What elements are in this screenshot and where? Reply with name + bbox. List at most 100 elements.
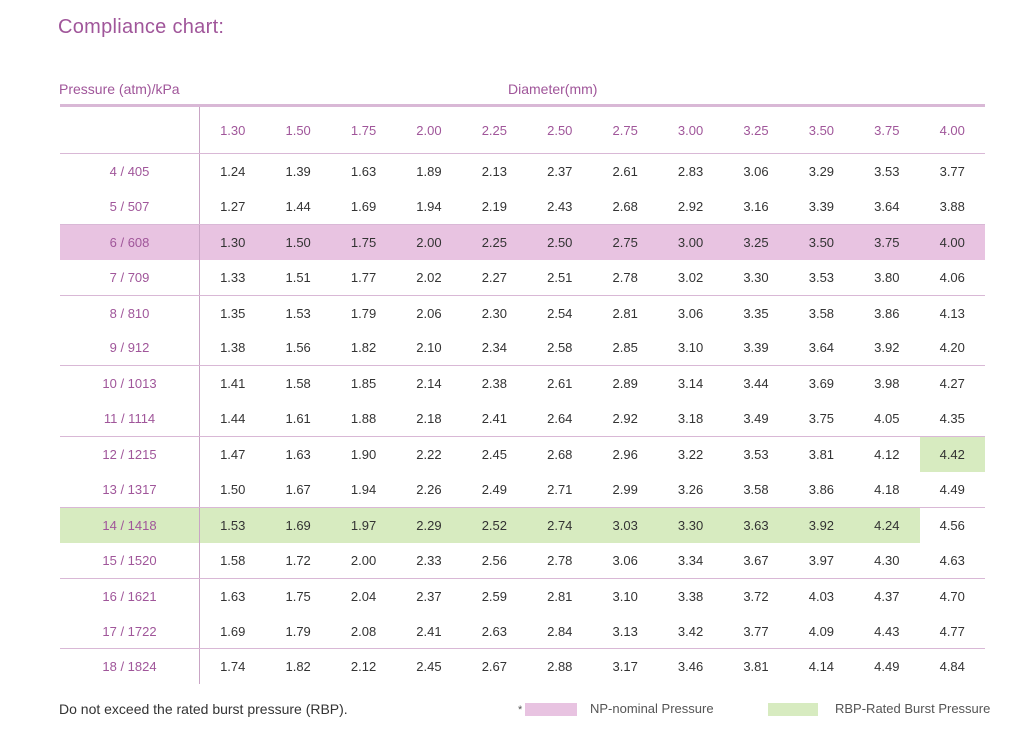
diameter-value-cell: 4.30: [854, 542, 920, 579]
diameter-value-cell: 2.61: [612, 163, 638, 179]
nominal-diameter-header: 4.00: [919, 107, 985, 154]
diameter-value-cell: 2.45: [481, 447, 508, 463]
pressure-cell: 8 / 810: [60, 295, 201, 331]
diameter-value-cell: 3.86: [788, 472, 855, 508]
diameter-value-cell: 4.84: [939, 659, 965, 675]
nominal-diameter-header: 3.75: [854, 107, 920, 154]
diameter-value-cell: 3.17: [612, 659, 638, 675]
nominal-diameter-header: 2.25: [461, 107, 528, 154]
diameter-value-cell: 2.00: [396, 224, 462, 260]
nominal-diameter-header: 3.00: [657, 107, 724, 154]
diameter-value-cell: 2.37: [547, 163, 573, 179]
diameter-value-cell: 2.19: [461, 188, 528, 225]
diameter-value-cell: 3.42: [657, 613, 724, 650]
diameter-value-cell: 1.75: [330, 224, 397, 260]
diameter-value-cell: 4.35: [919, 401, 985, 438]
diameter-value-cell: 3.53: [874, 163, 900, 179]
diameter-value-cell: 1.69: [330, 188, 397, 225]
diameter-value-cell: 3.75: [854, 224, 920, 260]
diameter-value-cell: 3.53: [743, 447, 769, 463]
diameter-value-cell: 1.58: [199, 542, 266, 579]
diameter-value-cell: 1.63: [350, 163, 377, 179]
diameter-value-cell: 3.10: [657, 330, 724, 367]
diameter-value-cell: 1.44: [265, 188, 331, 225]
diameter-value-cell: 2.00: [330, 542, 397, 579]
diameter-value-cell: 2.54: [547, 305, 573, 321]
diameter-value-cell: 2.26: [396, 472, 462, 508]
nominal-diameter-header: 3.25: [723, 107, 789, 154]
diameter-value-cell: 3.14: [677, 376, 704, 392]
diameter-value-cell: 3.92: [854, 330, 920, 367]
diameter-value-cell: 2.99: [592, 472, 658, 508]
diameter-value-cell: 1.85: [350, 376, 377, 392]
pressure-cell: 5 / 507: [60, 188, 201, 225]
table-row: 13 / 1317 1.50 1.67 1.94 2.26 2.49 2.71 2.99 3.2…: [60, 472, 985, 508]
diameter-value-cell: 4.06: [919, 259, 985, 296]
diameter-value-cell: 1.30: [199, 224, 266, 260]
diameter-value-cell: 1.82: [330, 330, 397, 367]
diameter-value-cell: 3.86: [874, 305, 900, 321]
np-legend-swatch: [525, 703, 577, 716]
diameter-value-cell: 3.81: [743, 659, 769, 675]
diameter-value-cell: 3.30: [657, 507, 724, 543]
diameter-value-cell: 2.59: [481, 588, 508, 604]
diameter-value-cell: 2.89: [612, 376, 638, 392]
diameter-value-cell: 1.50: [199, 472, 266, 508]
diameter-value-cell: 2.78: [592, 259, 658, 296]
diameter-value-cell: 3.10: [612, 588, 638, 604]
table-row: 16 / 1621 1.63 1.75 2.04 2.37 2.59 2.81 3.10 3.3…: [60, 578, 985, 614]
header-rule: [60, 104, 985, 107]
diameter-value-cell: 2.13: [481, 163, 508, 179]
diameter-value-cell: 3.58: [808, 305, 835, 321]
diameter-value-cell: 3.64: [788, 330, 855, 367]
pressure-cell: 15 / 1520: [60, 542, 201, 579]
diameter-value-cell: 1.82: [285, 659, 311, 675]
diameter-value-cell: 1.74: [220, 659, 246, 675]
diameter-value-cell: 1.75: [285, 588, 311, 604]
diameter-value-cell: 1.69: [199, 613, 266, 650]
nominal-diameter-header: 1.50: [265, 107, 331, 154]
diameter-value-cell: 3.77: [723, 613, 789, 650]
diameter-value-cell: 3.16: [723, 188, 789, 225]
diameter-value-cell: 2.37: [416, 588, 442, 604]
nominal-diameter-header: 1.75: [330, 107, 397, 154]
diameter-value-cell: 2.56: [461, 542, 528, 579]
diameter-value-cell: 3.53: [788, 259, 855, 296]
pressure-column-header: Pressure (atm)/kPa: [59, 81, 180, 97]
diameter-value-cell: 4.03: [808, 588, 835, 604]
diameter-value-cell: 1.67: [265, 472, 331, 508]
diameter-value-cell: 3.77: [939, 163, 965, 179]
diameter-value-cell: 2.08: [330, 613, 397, 650]
diameter-value-cell: 4.43: [854, 613, 920, 650]
diameter-value-cell: 1.56: [265, 330, 331, 367]
diameter-value-cell: 2.92: [592, 401, 658, 438]
diameter-value-cell: 1.50: [265, 224, 331, 260]
pressure-cell: 4 / 405: [60, 153, 201, 189]
diameter-value-cell: 1.53: [285, 305, 311, 321]
diameter-value-cell: 2.29: [396, 507, 462, 543]
diameter-value-cell: 2.06: [416, 305, 442, 321]
diameter-value-cell: 1.77: [330, 259, 397, 296]
diameter-value-cell: 3.26: [657, 472, 724, 508]
diameter-value-cell: 3.25: [723, 224, 789, 260]
pressure-cell: 14 / 1418: [60, 507, 201, 543]
diameter-value-cell: 1.94: [396, 188, 462, 225]
diameter-value-cell: 1.51: [265, 259, 331, 296]
diameter-value-cell: 2.96: [612, 447, 638, 463]
diameter-value-cell: 1.33: [199, 259, 266, 296]
diameter-value-cell: 2.33: [396, 542, 462, 579]
diameter-value-cell: 4.37: [874, 588, 900, 604]
diameter-value-cell: 3.03: [592, 507, 658, 543]
diameter-value-cell: 1.89: [416, 163, 442, 179]
diameter-value-cell: 2.67: [481, 659, 508, 675]
diameter-value-cell: 2.50: [527, 224, 593, 260]
diameter-value-cell: 3.69: [808, 376, 835, 392]
table-row: 7 / 709 1.33 1.51 1.77 2.02 2.27 2.51 2.78 3.02 3…: [60, 259, 985, 296]
diameter-value-cell: 1.24: [220, 163, 246, 179]
page-title: Compliance chart:: [58, 16, 225, 38]
diameter-value-cell: 2.61: [547, 376, 573, 392]
diameter-value-cell: 3.00: [657, 224, 724, 260]
diameter-value-cell: 1.53: [199, 507, 266, 543]
pressure-cell: 9 / 912: [60, 330, 201, 367]
diameter-value-cell: 2.49: [461, 472, 528, 508]
